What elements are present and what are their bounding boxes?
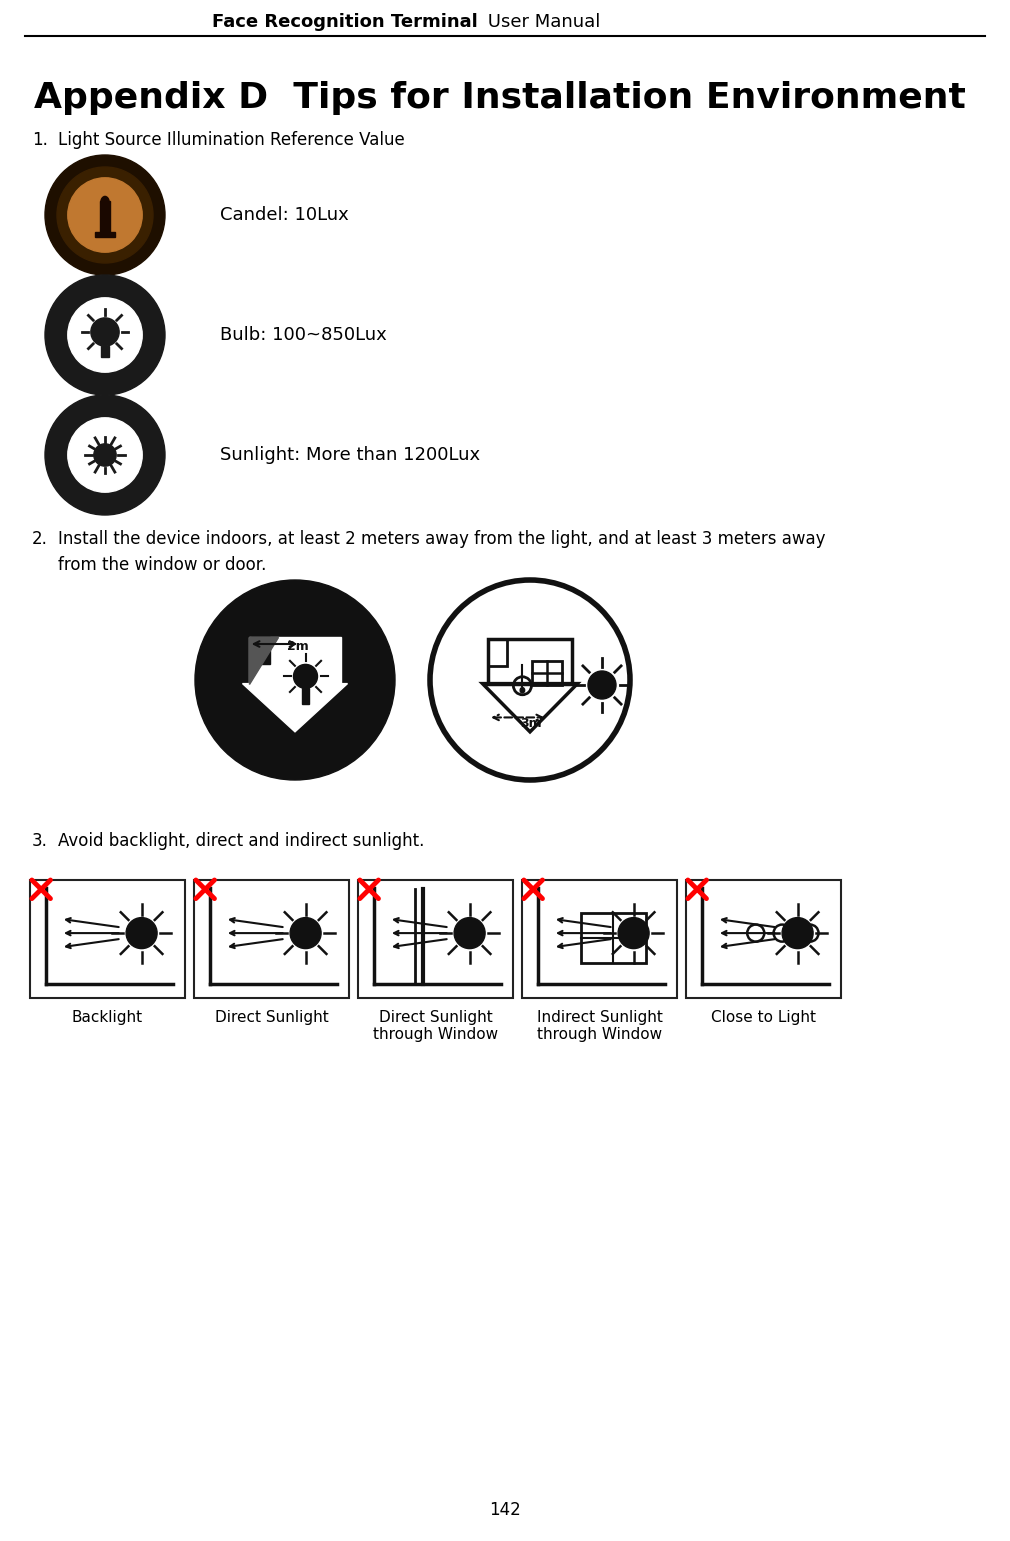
Circle shape xyxy=(68,418,142,492)
Circle shape xyxy=(618,917,649,949)
Circle shape xyxy=(94,444,116,467)
FancyBboxPatch shape xyxy=(30,880,185,999)
Text: User Manual: User Manual xyxy=(482,12,600,31)
FancyBboxPatch shape xyxy=(95,233,114,237)
Circle shape xyxy=(68,297,142,373)
FancyBboxPatch shape xyxy=(302,689,309,704)
Circle shape xyxy=(45,394,165,515)
Circle shape xyxy=(45,274,165,394)
Ellipse shape xyxy=(101,196,109,210)
Circle shape xyxy=(45,156,165,274)
Text: Backlight: Backlight xyxy=(72,1009,143,1025)
Circle shape xyxy=(454,917,485,949)
Text: Appendix D  Tips for Installation Environment: Appendix D Tips for Installation Environ… xyxy=(34,82,966,116)
Text: Candel: 10Lux: Candel: 10Lux xyxy=(220,206,348,223)
Text: Indirect Sunlight
through Window: Indirect Sunlight through Window xyxy=(536,1009,663,1042)
Text: Close to Light: Close to Light xyxy=(711,1009,816,1025)
FancyBboxPatch shape xyxy=(358,880,513,999)
Polygon shape xyxy=(248,636,278,684)
FancyBboxPatch shape xyxy=(194,880,349,999)
Text: 2.: 2. xyxy=(32,530,47,549)
Text: Avoid backlight, direct and indirect sunlight.: Avoid backlight, direct and indirect sun… xyxy=(58,832,424,851)
Polygon shape xyxy=(242,684,347,732)
Text: 3m: 3m xyxy=(520,717,542,730)
Text: Direct Sunlight: Direct Sunlight xyxy=(214,1009,328,1025)
FancyBboxPatch shape xyxy=(248,636,341,684)
Text: Light Source Illumination Reference Value: Light Source Illumination Reference Valu… xyxy=(58,131,405,149)
Ellipse shape xyxy=(520,687,524,693)
Circle shape xyxy=(290,917,321,949)
Text: Bulb: 100~850Lux: Bulb: 100~850Lux xyxy=(220,327,387,344)
FancyBboxPatch shape xyxy=(101,347,109,358)
Circle shape xyxy=(91,317,119,347)
FancyBboxPatch shape xyxy=(250,636,270,664)
Circle shape xyxy=(57,166,153,264)
Text: ✦: ✦ xyxy=(282,710,298,729)
Circle shape xyxy=(782,917,813,949)
Circle shape xyxy=(68,177,142,253)
FancyBboxPatch shape xyxy=(100,200,110,236)
Text: Install the device indoors, at least 2 meters away from the light, and at least : Install the device indoors, at least 2 m… xyxy=(58,530,825,575)
FancyBboxPatch shape xyxy=(686,880,841,999)
Text: Sunlight: More than 1200Lux: Sunlight: More than 1200Lux xyxy=(220,445,480,464)
FancyBboxPatch shape xyxy=(522,880,677,999)
Circle shape xyxy=(294,664,317,689)
Circle shape xyxy=(126,917,158,949)
Circle shape xyxy=(588,670,616,700)
Circle shape xyxy=(430,579,630,780)
Text: 2m: 2m xyxy=(287,640,308,653)
Text: 3.: 3. xyxy=(32,832,47,851)
Circle shape xyxy=(195,579,395,780)
Text: Face Recognition Terminal: Face Recognition Terminal xyxy=(212,12,478,31)
Text: 142: 142 xyxy=(489,1501,521,1519)
Text: 1.: 1. xyxy=(32,131,47,149)
Text: Direct Sunlight
through Window: Direct Sunlight through Window xyxy=(373,1009,498,1042)
